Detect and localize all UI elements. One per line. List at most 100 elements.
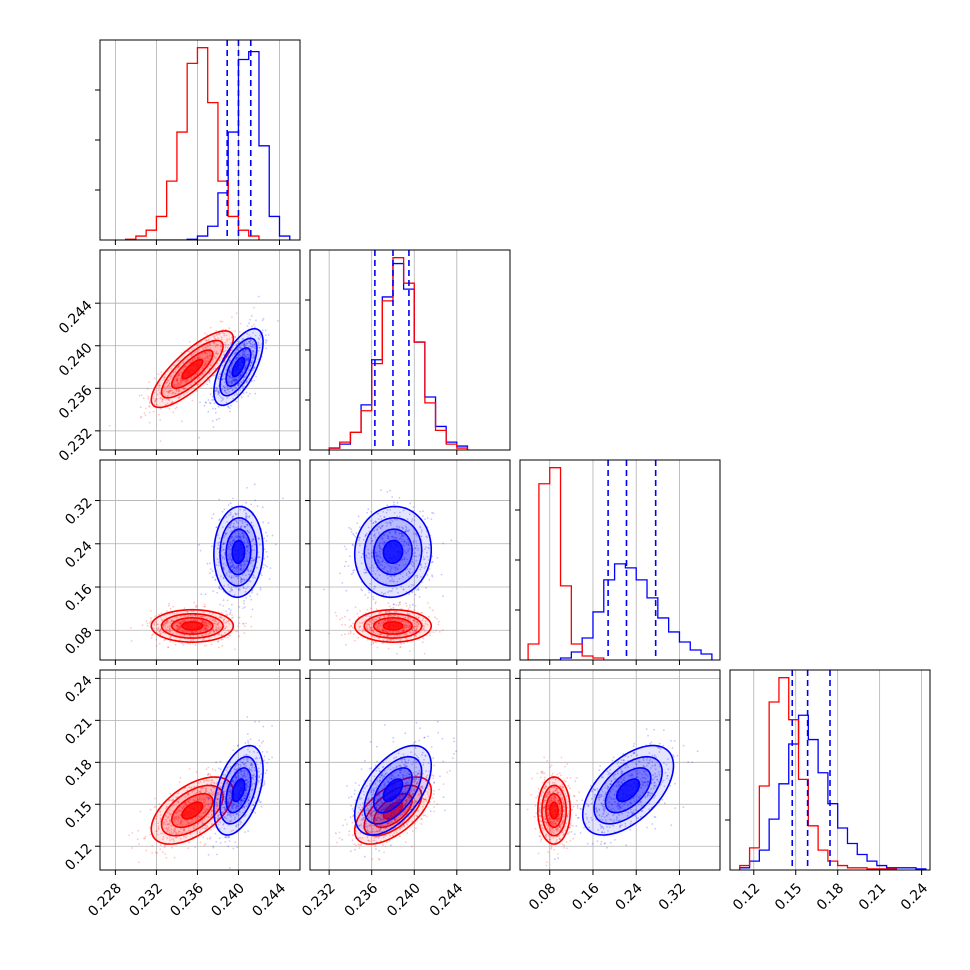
scatter-point xyxy=(344,633,346,636)
scatter-point xyxy=(389,590,392,592)
scatter-point xyxy=(175,627,178,630)
scatter-point xyxy=(363,571,366,574)
scatter-point xyxy=(208,796,210,798)
scatter-point xyxy=(222,556,225,558)
scatter-point xyxy=(205,624,208,626)
scatter-point xyxy=(371,549,374,552)
scatter-point xyxy=(239,567,242,570)
scatter-point xyxy=(179,379,182,382)
scatter-point xyxy=(199,816,201,819)
scatter-point xyxy=(424,562,427,565)
scatter-point xyxy=(400,607,403,610)
scatter-point xyxy=(365,615,367,617)
scatter-point xyxy=(440,573,443,576)
scatter-point xyxy=(169,389,172,392)
scatter-point xyxy=(217,337,219,339)
scatter-point xyxy=(142,837,145,840)
scatter-point xyxy=(222,620,225,622)
scatter-point xyxy=(364,594,367,596)
scatter-point xyxy=(234,378,237,381)
scatter-point xyxy=(179,814,182,817)
scatter-point xyxy=(182,830,185,832)
scatter-point xyxy=(243,542,246,544)
scatter-point xyxy=(131,832,134,834)
scatter-point xyxy=(238,382,241,385)
scatter-point xyxy=(263,783,266,786)
scatter-point xyxy=(420,535,423,538)
scatter-point xyxy=(169,625,172,627)
scatter-point xyxy=(155,830,158,833)
scatter-point xyxy=(374,585,377,588)
scatter-point xyxy=(195,351,197,353)
scatter-point xyxy=(170,620,173,622)
scatter-point xyxy=(145,620,148,622)
scatter-point xyxy=(178,816,181,819)
scatter-point xyxy=(386,618,389,621)
scatter-point xyxy=(194,824,197,827)
scatter-point xyxy=(243,632,246,634)
scatter-point xyxy=(388,531,391,534)
scatter-point xyxy=(251,763,254,766)
scatter-point xyxy=(398,525,401,528)
scatter-point xyxy=(245,365,248,367)
scatter-point xyxy=(408,529,411,531)
scatter-point xyxy=(207,622,210,625)
scatter-point xyxy=(219,626,222,629)
scatter-point xyxy=(174,407,177,410)
scatter-point xyxy=(359,526,361,529)
scatter-point xyxy=(252,349,255,352)
scatter-point xyxy=(406,558,408,561)
scatter-point xyxy=(182,806,185,808)
scatter-point xyxy=(381,629,384,632)
scatter-point xyxy=(209,631,211,634)
scatter-point xyxy=(165,621,168,623)
scatter-point xyxy=(244,356,247,358)
scatter-point xyxy=(207,772,210,775)
scatter-point xyxy=(368,626,371,628)
scatter-point xyxy=(213,335,216,338)
scatter-point xyxy=(373,529,376,532)
scatter-point xyxy=(374,520,377,523)
scatter-point xyxy=(209,797,212,800)
scatter-point xyxy=(242,585,245,587)
scatter-point xyxy=(214,825,217,828)
scatter-point xyxy=(211,570,214,572)
scatter-point xyxy=(175,811,178,814)
scatter-point xyxy=(406,629,408,631)
scatter-point xyxy=(244,526,246,528)
scatter-point xyxy=(253,559,256,562)
scatter-point xyxy=(239,346,242,349)
scatter-point xyxy=(218,378,221,380)
scatter-point xyxy=(357,515,360,518)
scatter-point xyxy=(159,418,162,421)
scatter-point xyxy=(239,564,242,567)
scatter-point xyxy=(398,564,401,566)
scatter-point xyxy=(408,593,411,596)
scatter-point xyxy=(211,619,213,622)
scatter-point xyxy=(238,353,240,355)
panel-frame xyxy=(309,459,511,661)
scatter-point xyxy=(248,799,250,801)
scatter-point xyxy=(230,617,233,619)
scatter-point xyxy=(216,558,219,561)
scatter-point xyxy=(398,532,401,535)
scatter-point xyxy=(246,792,249,794)
scatter-point xyxy=(236,630,239,632)
scatter-point xyxy=(352,633,355,635)
y-tick-label: 0.16 xyxy=(62,581,95,614)
scatter-point xyxy=(187,847,190,850)
scatter-point xyxy=(175,378,178,381)
scatter-point xyxy=(245,381,248,384)
scatter-point xyxy=(175,388,178,391)
scatter-point xyxy=(184,801,187,804)
scatter-point xyxy=(220,575,222,577)
scatter-point xyxy=(199,549,202,552)
scatter-point xyxy=(258,556,261,558)
scatter-point xyxy=(218,389,220,392)
histogram-area xyxy=(739,670,927,870)
scatter-point xyxy=(389,568,392,571)
scatter-point xyxy=(370,542,372,545)
scatter-point xyxy=(165,388,167,391)
scatter-point xyxy=(394,569,397,571)
scatter-point xyxy=(382,568,385,570)
